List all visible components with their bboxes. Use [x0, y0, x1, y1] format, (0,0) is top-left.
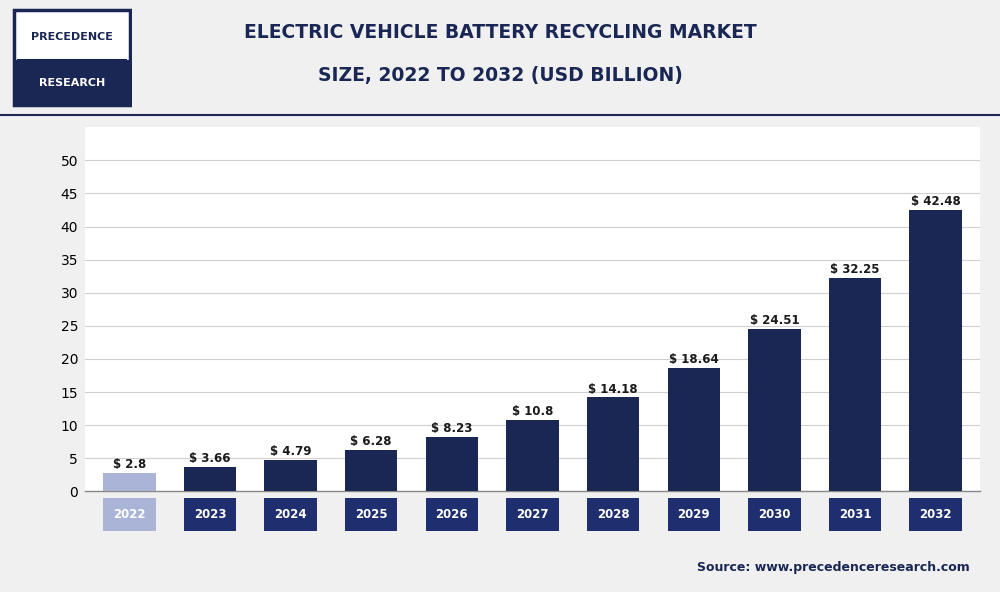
Bar — [829, 278, 881, 491]
Text: $ 32.25: $ 32.25 — [830, 263, 880, 276]
Bar — [748, 329, 801, 491]
Text: 2028: 2028 — [597, 509, 629, 521]
Bar — [345, 450, 397, 491]
Text: 2031: 2031 — [839, 509, 871, 521]
Text: RESEARCH: RESEARCH — [39, 78, 105, 88]
Text: $ 14.18: $ 14.18 — [588, 382, 638, 395]
Text: 2029: 2029 — [677, 509, 710, 521]
Bar — [264, 459, 317, 491]
Bar — [103, 473, 156, 491]
FancyBboxPatch shape — [14, 60, 130, 105]
Text: $ 2.8: $ 2.8 — [113, 458, 146, 471]
Text: $ 24.51: $ 24.51 — [750, 314, 799, 327]
Text: 2032: 2032 — [919, 509, 952, 521]
Text: 2023: 2023 — [194, 509, 226, 521]
Bar — [506, 420, 559, 491]
Bar — [668, 368, 720, 491]
Text: 2022: 2022 — [113, 509, 146, 521]
Text: $ 42.48: $ 42.48 — [911, 195, 961, 208]
Text: $ 10.8: $ 10.8 — [512, 405, 553, 418]
Text: $ 18.64: $ 18.64 — [669, 353, 719, 366]
Text: $ 3.66: $ 3.66 — [189, 452, 231, 465]
Text: 2024: 2024 — [274, 509, 307, 521]
Text: ELECTRIC VEHICLE BATTERY RECYCLING MARKET: ELECTRIC VEHICLE BATTERY RECYCLING MARKE… — [244, 23, 756, 42]
Text: $ 8.23: $ 8.23 — [431, 422, 473, 435]
Text: SIZE, 2022 TO 2032 (USD BILLION): SIZE, 2022 TO 2032 (USD BILLION) — [318, 66, 682, 85]
Text: 2025: 2025 — [355, 509, 388, 521]
Bar — [587, 397, 639, 491]
FancyBboxPatch shape — [14, 10, 130, 105]
Bar — [426, 437, 478, 491]
Text: 2026: 2026 — [436, 509, 468, 521]
Text: 2030: 2030 — [758, 509, 791, 521]
Text: Source: www.precedenceresearch.com: Source: www.precedenceresearch.com — [697, 561, 970, 574]
Text: 2027: 2027 — [516, 509, 549, 521]
Text: $ 4.79: $ 4.79 — [270, 445, 311, 458]
Text: PRECEDENCE: PRECEDENCE — [31, 32, 113, 42]
Text: $ 6.28: $ 6.28 — [350, 435, 392, 448]
Bar — [909, 210, 962, 491]
Bar — [184, 467, 236, 491]
